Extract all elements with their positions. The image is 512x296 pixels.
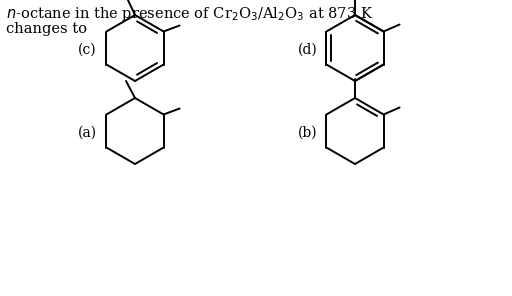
Text: (b): (b) — [298, 126, 317, 140]
Text: changes to: changes to — [6, 22, 87, 36]
Text: (d): (d) — [298, 43, 318, 57]
Text: $n$-octane in the presence of Cr$_2$O$_3$/Al$_2$O$_3$ at 873 K: $n$-octane in the presence of Cr$_2$O$_3… — [6, 5, 373, 23]
Text: (c): (c) — [78, 43, 97, 57]
Text: (a): (a) — [78, 126, 97, 140]
